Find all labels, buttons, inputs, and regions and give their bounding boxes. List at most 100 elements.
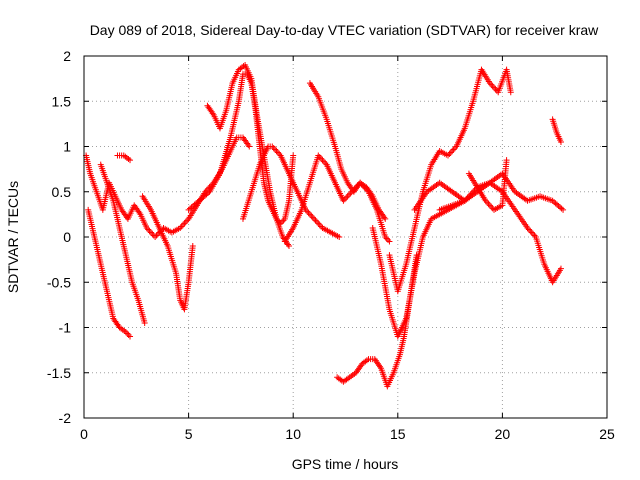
x-tick-label: 15 bbox=[390, 426, 406, 442]
series-trace-2 bbox=[85, 206, 134, 340]
x-axis-label: GPS time / hours bbox=[292, 456, 399, 472]
data-point bbox=[187, 205, 194, 212]
data-point bbox=[194, 199, 201, 206]
series-trace-4 bbox=[114, 152, 134, 164]
data-point bbox=[153, 232, 160, 239]
data-point bbox=[527, 227, 534, 234]
data-point bbox=[528, 229, 535, 236]
data-point bbox=[141, 319, 148, 326]
data-point bbox=[127, 333, 134, 340]
data-point bbox=[205, 190, 212, 197]
y-tick-label: 2 bbox=[63, 48, 71, 64]
plot-frame bbox=[83, 55, 608, 419]
data-point bbox=[343, 194, 350, 201]
data-point bbox=[551, 199, 558, 206]
series-trace-17 bbox=[549, 116, 564, 145]
data-point bbox=[274, 149, 281, 156]
data-point bbox=[188, 204, 195, 211]
y-tick-label: -0.5 bbox=[47, 274, 71, 290]
data-point bbox=[344, 193, 351, 200]
series-trace-14 bbox=[411, 179, 564, 286]
data-point bbox=[270, 145, 277, 152]
data-point bbox=[193, 200, 200, 207]
data-point bbox=[311, 215, 318, 222]
data-point bbox=[286, 243, 293, 250]
data-point bbox=[318, 155, 325, 162]
data-point bbox=[450, 146, 457, 153]
y-tick-label: -2 bbox=[59, 410, 72, 426]
series-trace-3 bbox=[97, 161, 148, 326]
data-point bbox=[308, 212, 315, 219]
data-point bbox=[320, 158, 327, 165]
data-point bbox=[486, 202, 493, 209]
data-point bbox=[190, 202, 197, 209]
x-tick-label: 10 bbox=[285, 426, 301, 442]
y-axis-label: SDTVAR / TECUs bbox=[5, 181, 21, 293]
series-trace-6 bbox=[185, 71, 297, 227]
data-point bbox=[316, 221, 323, 228]
data-point bbox=[557, 265, 564, 272]
data-point bbox=[560, 206, 567, 213]
data-point bbox=[558, 205, 565, 212]
data-point bbox=[530, 230, 537, 237]
x-tick-label: 5 bbox=[185, 426, 193, 442]
data-point bbox=[554, 201, 561, 208]
data-point bbox=[549, 197, 556, 204]
y-tick-label: -1.5 bbox=[47, 365, 71, 381]
y-tick-label: 0 bbox=[63, 229, 71, 245]
y-tick-label: 0.5 bbox=[52, 184, 72, 200]
data-point bbox=[336, 234, 343, 240]
data-point bbox=[189, 243, 196, 250]
data-point bbox=[290, 152, 297, 159]
data-markers bbox=[83, 62, 567, 390]
axis-ticks: 0 5 10 15 20 25 -2 -1.5 -1 -0.5 0 0.5 1 1.5 2 bbox=[47, 48, 615, 442]
data-point bbox=[305, 209, 312, 216]
data-point bbox=[273, 148, 280, 155]
data-point bbox=[146, 227, 153, 234]
data-point bbox=[200, 193, 207, 200]
data-point bbox=[503, 157, 510, 164]
data-point bbox=[182, 218, 189, 225]
data-point bbox=[386, 238, 393, 245]
y-tick-label: 1.5 bbox=[52, 93, 72, 109]
data-point bbox=[149, 230, 156, 237]
y-tick-label: -1 bbox=[59, 320, 72, 336]
data-point bbox=[492, 86, 499, 93]
data-point bbox=[313, 218, 320, 225]
x-tick-label: 0 bbox=[80, 426, 88, 442]
data-point bbox=[202, 192, 209, 199]
data-point bbox=[449, 148, 456, 155]
data-point bbox=[180, 221, 187, 228]
data-point bbox=[199, 195, 206, 202]
data-point bbox=[196, 197, 203, 204]
data-point bbox=[446, 151, 453, 158]
data-point bbox=[555, 202, 562, 209]
data-point bbox=[315, 220, 322, 227]
data-point bbox=[309, 214, 316, 221]
data-point bbox=[507, 89, 514, 96]
y-tick-label: 1 bbox=[63, 139, 71, 155]
series-trace-8 bbox=[239, 143, 343, 240]
data-point bbox=[312, 217, 319, 224]
data-point bbox=[127, 157, 134, 164]
data-point bbox=[246, 143, 253, 150]
x-tick-label: 20 bbox=[495, 426, 511, 442]
series-trace-10 bbox=[306, 80, 389, 222]
data-point bbox=[345, 191, 352, 198]
series-trace-5 bbox=[139, 193, 196, 313]
series-trace-15 bbox=[436, 170, 567, 213]
data-point bbox=[385, 237, 392, 244]
data-point bbox=[125, 332, 132, 339]
data-point bbox=[557, 204, 564, 211]
chart-title: Day 089 of 2018, Sidereal Day-to-day VTE… bbox=[90, 22, 599, 38]
data-point bbox=[203, 191, 210, 198]
data-point bbox=[382, 215, 389, 222]
data-point bbox=[181, 220, 188, 227]
data-point bbox=[152, 234, 159, 240]
series-trace-7 bbox=[204, 62, 293, 250]
grid bbox=[84, 56, 607, 418]
data-point bbox=[191, 201, 198, 208]
data-point bbox=[147, 229, 154, 236]
data-point bbox=[557, 138, 564, 145]
